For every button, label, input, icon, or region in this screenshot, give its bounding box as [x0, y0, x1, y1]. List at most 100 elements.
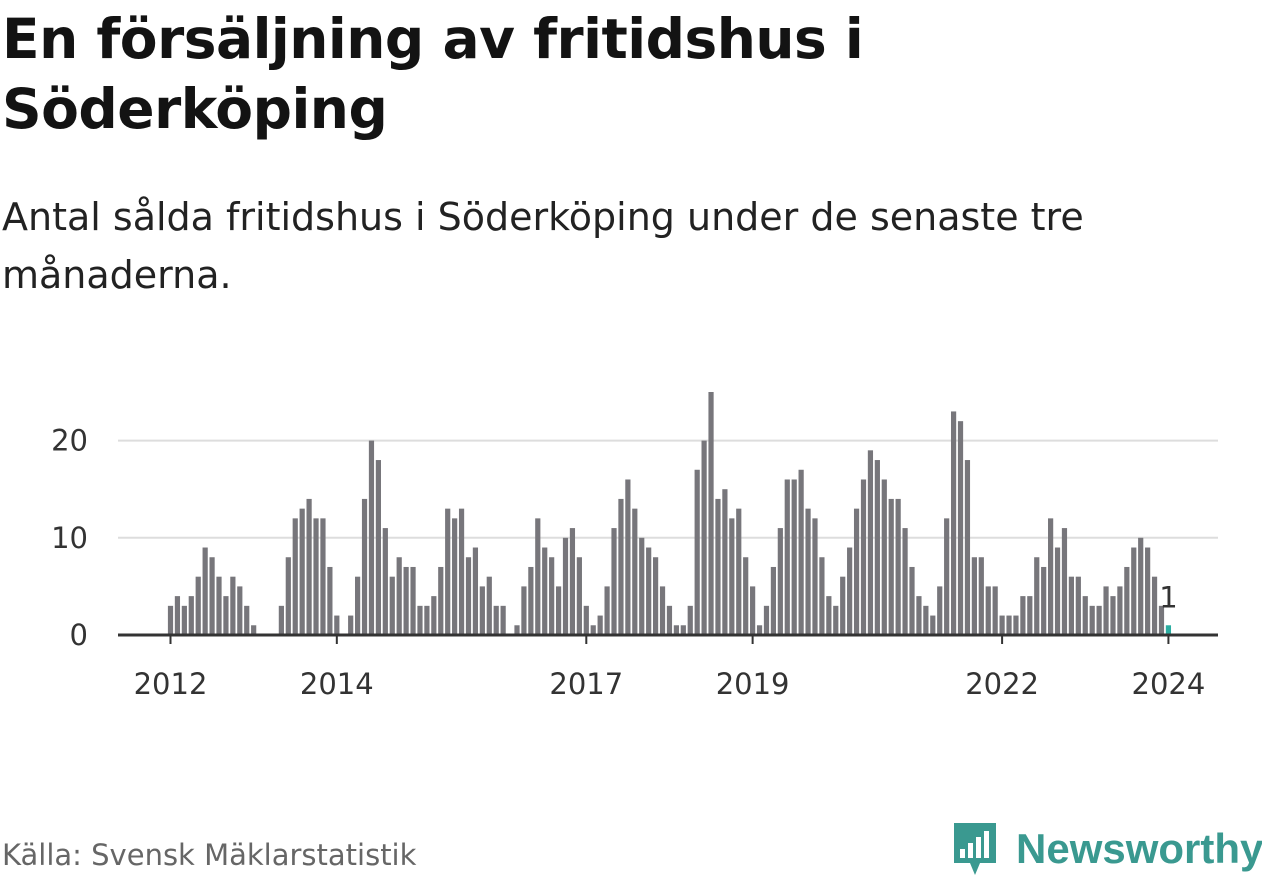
chart-title: En försäljning av fritidshus i Söderköpi… [2, 7, 864, 141]
bar [1103, 586, 1109, 635]
bar [521, 586, 527, 635]
bar [528, 566, 534, 635]
source-note: Källa: Svensk Mäklarstatistik [2, 838, 417, 872]
x-tick-label: 2022 [965, 667, 1039, 701]
bar [410, 566, 416, 635]
bar [493, 605, 499, 635]
y-tick-label: 0 [70, 618, 88, 652]
bar [1131, 547, 1137, 635]
bar [181, 605, 187, 635]
bar [791, 479, 797, 635]
x-tick-label: 2024 [1132, 667, 1206, 701]
bar [299, 508, 305, 635]
bar [1096, 605, 1102, 635]
bar [445, 508, 451, 635]
highlight-value-label: 1 [1159, 580, 1177, 614]
bar [278, 605, 284, 635]
bar [1013, 615, 1019, 635]
bar [1165, 625, 1172, 635]
bar [1068, 576, 1074, 635]
bar [729, 518, 735, 635]
bar [743, 557, 749, 635]
bar [867, 450, 874, 635]
bar [611, 528, 617, 635]
bar [840, 576, 846, 635]
bar [1110, 596, 1116, 635]
newsworthy-logo-icon [954, 823, 996, 875]
bar [1117, 586, 1123, 635]
bar [396, 557, 402, 635]
bar [355, 576, 361, 635]
bar [237, 586, 243, 635]
bar [465, 557, 472, 635]
bar [1082, 596, 1088, 635]
bar [812, 518, 818, 635]
bar [833, 605, 839, 635]
bar [632, 508, 638, 635]
bar [1054, 547, 1061, 635]
bar [417, 605, 423, 635]
bar [292, 518, 298, 635]
bar [576, 557, 582, 635]
bar [639, 537, 645, 635]
bar [625, 479, 631, 635]
bar [348, 615, 354, 635]
bar [666, 605, 673, 635]
bar [216, 576, 222, 635]
bar [902, 528, 908, 635]
bar [562, 537, 569, 635]
brand-logo[interactable]: Newsworthy [950, 818, 1262, 880]
bar [680, 625, 686, 635]
bar [777, 528, 783, 635]
bar [389, 576, 395, 635]
bar [535, 518, 541, 635]
bar [1020, 596, 1026, 635]
bar [486, 576, 492, 635]
brand-name: Newsworthy [1016, 825, 1262, 872]
bar [1158, 605, 1165, 635]
bar [971, 557, 977, 635]
bar [944, 518, 950, 635]
bar [916, 596, 922, 635]
bar [701, 440, 707, 635]
bar [618, 498, 624, 635]
bar [756, 625, 763, 635]
bar [431, 596, 437, 635]
bar [583, 605, 589, 635]
bar [403, 566, 409, 635]
bar [514, 625, 520, 635]
bar [230, 576, 236, 635]
bar [923, 605, 929, 635]
bar [909, 566, 915, 635]
bar [320, 518, 326, 635]
y-tick-label: 20 [51, 424, 88, 458]
bar [999, 615, 1005, 635]
bar [978, 557, 984, 635]
bar [251, 625, 257, 635]
bar [361, 498, 368, 635]
bar [209, 557, 215, 635]
bar [1145, 547, 1151, 635]
bar [313, 518, 319, 635]
bar [694, 469, 700, 635]
bar [964, 460, 971, 635]
bar [368, 440, 375, 635]
bar [569, 528, 576, 635]
bar [472, 547, 479, 635]
x-tick-labels: 2012 2014 2017 2019 2022 2024 [134, 635, 1206, 701]
bar [424, 605, 430, 635]
x-tick-label: 2017 [549, 667, 623, 701]
bar [306, 498, 312, 635]
bar [590, 625, 596, 635]
bar [860, 479, 867, 635]
bar [992, 586, 998, 635]
bar [549, 557, 555, 635]
bar [847, 547, 853, 635]
bar [819, 557, 825, 635]
bar [770, 566, 777, 635]
annotations: 1 [1159, 580, 1177, 614]
bar [334, 615, 340, 635]
bar [826, 596, 832, 635]
bar [285, 557, 291, 635]
bar [1027, 596, 1033, 635]
